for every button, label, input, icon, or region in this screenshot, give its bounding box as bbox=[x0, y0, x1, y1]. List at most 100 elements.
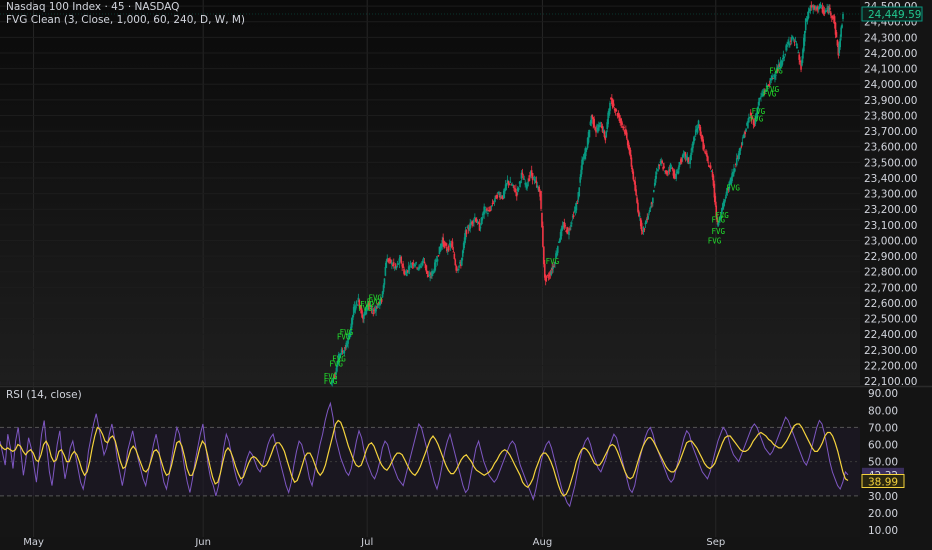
fvg-marker: FVG bbox=[337, 333, 351, 342]
candle-body bbox=[640, 222, 643, 231]
candle-body bbox=[580, 169, 582, 178]
price-tick-label: 24,200.00 bbox=[864, 48, 917, 60]
candle-body bbox=[557, 241, 560, 243]
candle-body bbox=[721, 203, 724, 210]
candle-body bbox=[796, 46, 799, 48]
candle-body bbox=[440, 243, 443, 249]
candle-body bbox=[365, 306, 367, 315]
candle-body bbox=[625, 132, 628, 139]
candle-body bbox=[415, 262, 417, 264]
candle-body bbox=[799, 60, 801, 63]
candle-body bbox=[808, 9, 811, 12]
candle-body bbox=[399, 256, 402, 262]
candle-body bbox=[840, 27, 842, 37]
candle-body bbox=[518, 181, 521, 184]
candle-body bbox=[686, 156, 689, 160]
candle-body bbox=[612, 103, 615, 107]
candle-body bbox=[378, 301, 381, 306]
price-pane bbox=[0, 0, 860, 385]
candle-body bbox=[395, 266, 398, 269]
candle-body bbox=[832, 17, 835, 19]
candle-body bbox=[582, 158, 584, 165]
candle-body bbox=[401, 265, 403, 267]
candle-body bbox=[519, 181, 522, 184]
candle-body bbox=[467, 227, 470, 230]
candle-body bbox=[774, 76, 776, 78]
fvg-indicator-title[interactable]: FVG Clean (3, Close, 1,000, 60, 240, D, … bbox=[6, 14, 246, 26]
candle-body bbox=[548, 274, 551, 277]
candle-body bbox=[422, 258, 425, 260]
candle-body bbox=[722, 201, 725, 208]
candle-body bbox=[469, 222, 471, 229]
candle-body bbox=[691, 147, 693, 151]
candle-body bbox=[376, 306, 378, 309]
candle-body bbox=[569, 228, 571, 230]
candle-body bbox=[435, 259, 438, 262]
x-tick-label: Jun bbox=[194, 537, 211, 548]
candle-body bbox=[716, 217, 718, 222]
symbol-title[interactable]: Nasdaq 100 Index · 45 · NASDAQ bbox=[6, 1, 180, 13]
candle-body bbox=[336, 365, 338, 372]
candle-body bbox=[676, 171, 678, 173]
candle-body bbox=[488, 210, 490, 212]
candle-body bbox=[368, 303, 371, 307]
candle-body bbox=[392, 262, 395, 266]
candle-body bbox=[711, 172, 714, 178]
candle-body bbox=[732, 172, 734, 177]
fvg-marker: FVG bbox=[712, 227, 726, 236]
candle-body bbox=[772, 77, 774, 79]
candle-body bbox=[654, 175, 657, 183]
rsi-indicator-title[interactable]: RSI (14, close) bbox=[6, 389, 82, 401]
x-tick-label: Aug bbox=[533, 537, 553, 548]
candle-body bbox=[378, 301, 380, 304]
candle-body bbox=[660, 160, 663, 164]
candle-body bbox=[614, 109, 617, 112]
candle-body bbox=[572, 215, 575, 217]
candle-body bbox=[424, 263, 427, 269]
candle-body bbox=[646, 217, 649, 220]
candle-body bbox=[576, 203, 579, 205]
candle-body bbox=[776, 67, 778, 74]
candle-body bbox=[606, 122, 608, 130]
fvg-marker: FVG bbox=[367, 298, 381, 307]
candle-body bbox=[539, 191, 541, 197]
candle-body bbox=[637, 202, 639, 212]
price-tick-label: 23,800.00 bbox=[864, 110, 917, 122]
candle-body bbox=[437, 255, 440, 257]
candle-body bbox=[416, 267, 418, 269]
candle-body bbox=[425, 265, 428, 272]
candle-body bbox=[636, 197, 638, 203]
price-tick-label: 22,400.00 bbox=[864, 329, 917, 341]
candle-body bbox=[465, 229, 468, 235]
candle-body bbox=[714, 196, 717, 205]
candle-body bbox=[702, 139, 704, 150]
candle-body bbox=[406, 270, 409, 272]
candle-body bbox=[439, 246, 442, 252]
candle-body bbox=[810, 5, 813, 8]
candle-body bbox=[404, 273, 406, 275]
candle-body bbox=[471, 221, 473, 224]
fvg-marker: FVG bbox=[712, 216, 726, 225]
candle-body bbox=[544, 276, 547, 282]
candle-body bbox=[510, 184, 513, 186]
candle-body bbox=[351, 317, 353, 328]
candle-body bbox=[588, 129, 591, 138]
rsi-ma-value-badge bbox=[861, 473, 905, 488]
candle-body bbox=[371, 309, 374, 311]
candle-body bbox=[620, 118, 622, 124]
candle-body bbox=[461, 257, 463, 266]
candle-body bbox=[410, 265, 413, 268]
candle-body bbox=[611, 98, 613, 105]
candle-body bbox=[798, 54, 800, 60]
last-price-value: 24,449.59 bbox=[868, 9, 921, 21]
candle-body bbox=[619, 118, 622, 122]
candle-body bbox=[583, 154, 585, 159]
candle-body bbox=[334, 374, 336, 376]
candle-body bbox=[515, 192, 518, 197]
candle-body bbox=[478, 222, 481, 231]
candle-body bbox=[526, 185, 528, 189]
candle-body bbox=[685, 156, 688, 158]
candle-body bbox=[764, 90, 767, 92]
candle-body bbox=[333, 376, 335, 379]
